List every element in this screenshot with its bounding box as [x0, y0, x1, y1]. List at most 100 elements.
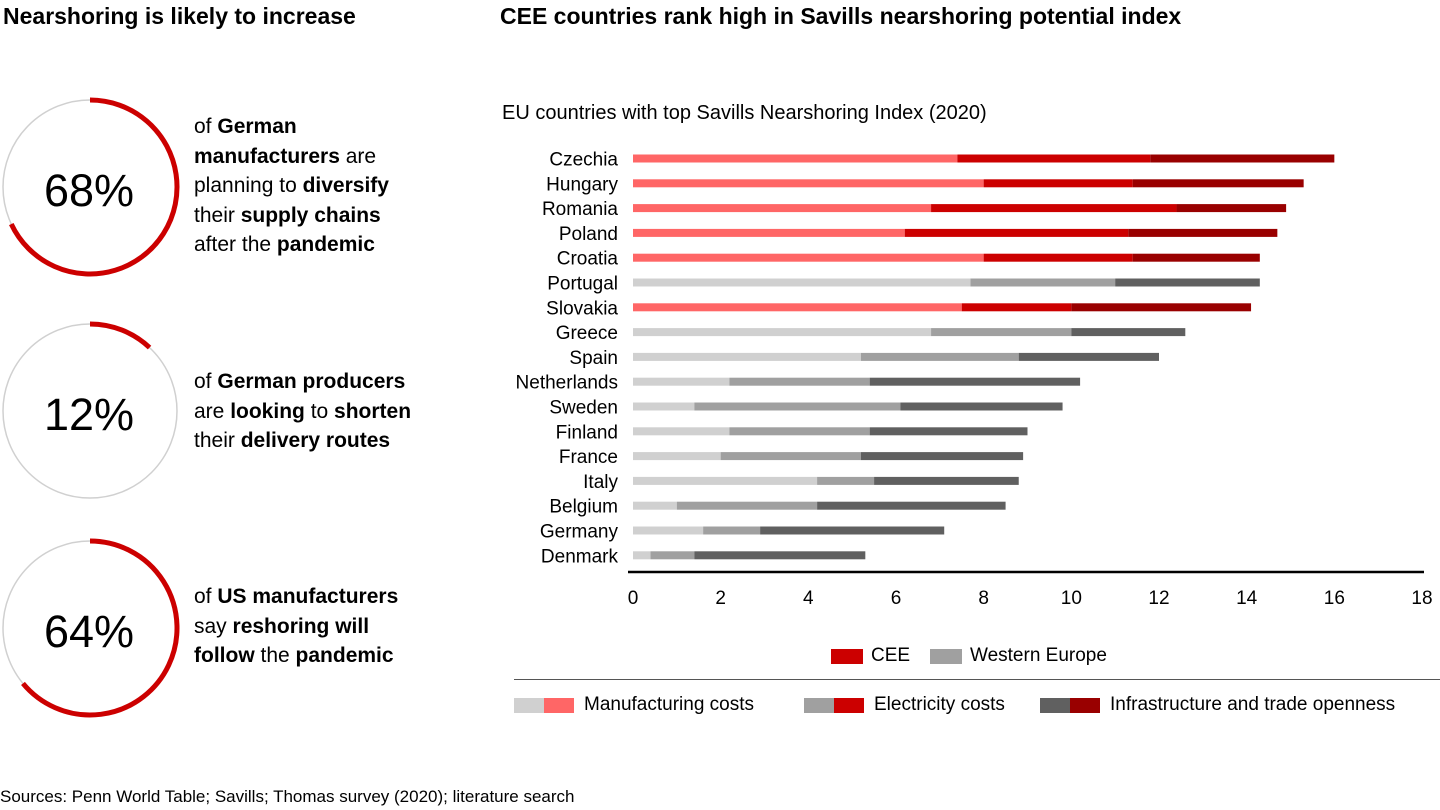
- category-label: Croatia: [557, 249, 619, 270]
- bar-segment: [869, 377, 1081, 386]
- bar-segment: [633, 501, 677, 510]
- legend-divider: [514, 679, 1440, 680]
- legend-swatch-cee: [834, 697, 864, 713]
- bar-segment: [1018, 352, 1159, 361]
- stacked-bar-chart: Czechia Hungary Romania Poland Croatia Portug…: [516, 150, 1433, 610]
- bar-segment: [729, 427, 870, 436]
- bar-segment: [633, 452, 721, 461]
- bar-segment: [633, 303, 962, 312]
- x-tick-label: 14: [1236, 588, 1258, 609]
- legend-item-western-europe: Western Europe: [930, 645, 1107, 667]
- category-label: Czechia: [549, 150, 618, 171]
- bar-segment: [633, 526, 704, 535]
- bar-segment: [817, 476, 875, 485]
- bar-segment: [983, 253, 1133, 262]
- x-tick-label: 2: [715, 588, 726, 609]
- legend-item-infrastructure: Infrastructure and trade openness: [1040, 694, 1395, 716]
- bar-segment: [1128, 228, 1278, 237]
- left-panel-title: Nearshoring is likely to increase: [3, 3, 356, 29]
- category-label: Denmark: [541, 546, 619, 567]
- category-label: Belgium: [549, 497, 618, 518]
- legend-item-manufacturing: Manufacturing costs: [514, 694, 754, 716]
- bar-segment: [1176, 204, 1287, 213]
- stat-value: 64%: [43, 606, 135, 657]
- donut-12: [2, 321, 178, 499]
- bar-segment: [931, 328, 1072, 337]
- category-label: France: [559, 447, 618, 468]
- bar-segment: [633, 328, 932, 337]
- bar-segment: [869, 427, 1028, 436]
- category-label: Poland: [559, 224, 618, 245]
- legend-item-electricity: Electricity costs: [804, 694, 1005, 716]
- bar-segment: [983, 179, 1133, 188]
- stat-description: of German producers are looking to short…: [194, 370, 412, 452]
- bar-segment: [1071, 303, 1252, 312]
- stat-german-manufacturers: 68% of German manufacturers are planning…: [0, 97, 480, 277]
- bar-segment: [957, 154, 1151, 163]
- bar-segment: [860, 452, 1024, 461]
- stat-description: of US manufacturers say reshoring will f…: [194, 585, 399, 667]
- legend-label: Western Europe: [970, 645, 1107, 666]
- bar-segment: [633, 179, 984, 188]
- bar-segment: [860, 352, 1019, 361]
- category-label: Hungary: [546, 174, 618, 195]
- bar-segment: [1150, 154, 1335, 163]
- legend-item-cee: CEE: [831, 645, 910, 667]
- bar-segment: [1115, 278, 1260, 287]
- bar-segment: [1071, 328, 1186, 337]
- bar-segment: [633, 377, 730, 386]
- bar-segment: [633, 228, 905, 237]
- bar-segment: [904, 228, 1129, 237]
- bar-segment: [720, 452, 861, 461]
- bar-segment: [874, 476, 1019, 485]
- stat-value: 68%: [43, 165, 135, 216]
- x-tick-label: 12: [1148, 588, 1169, 609]
- x-tick-label: 16: [1324, 588, 1345, 609]
- legend-label: Infrastructure and trade openness: [1110, 694, 1396, 715]
- bar-segment: [633, 204, 932, 213]
- bar-segment: [633, 476, 818, 485]
- bar-segment: [760, 526, 945, 535]
- bar-segment: [1132, 253, 1260, 262]
- category-label: Portugal: [547, 274, 618, 295]
- legend-label: Electricity costs: [874, 694, 1005, 715]
- bar-segment: [633, 278, 971, 287]
- donut-arc: [21, 538, 180, 718]
- legend-swatch-cee: [831, 648, 863, 664]
- right-panel-title: CEE countries rank high in Savills nears…: [500, 3, 1182, 29]
- bar-segment: [633, 154, 958, 163]
- x-tick-label: 4: [803, 588, 814, 609]
- legend-swatch-we: [804, 697, 834, 713]
- category-label: Spain: [569, 348, 618, 369]
- category-label: Finland: [556, 422, 618, 443]
- category-label: Sweden: [549, 398, 618, 419]
- legend-swatch-we: [514, 697, 544, 713]
- category-label: Romania: [542, 199, 618, 220]
- bar-segment: [694, 551, 866, 560]
- bar-segment: [633, 402, 695, 411]
- legend-swatch-cee: [544, 697, 574, 713]
- legend-swatch-we: [930, 648, 962, 664]
- category-label: Netherlands: [516, 373, 618, 394]
- bar-segment: [961, 303, 1072, 312]
- x-tick-label: 8: [978, 588, 989, 609]
- donut-arc: [89, 321, 152, 350]
- legend-label: CEE: [871, 645, 911, 666]
- bar-segment: [931, 204, 1177, 213]
- bar-segment: [633, 253, 984, 262]
- category-label: Greece: [556, 323, 618, 344]
- bar-segment: [900, 402, 1063, 411]
- category-label: Slovakia: [546, 298, 618, 319]
- x-tick-label: 0: [628, 588, 639, 609]
- x-tick-label: 18: [1411, 588, 1432, 609]
- stat-value: 12%: [43, 389, 135, 440]
- legend-swatch-we: [1040, 697, 1070, 713]
- bar-segment: [694, 402, 901, 411]
- category-label: Italy: [583, 472, 618, 493]
- bar-segment: [676, 501, 818, 510]
- stat-german-producers: 12% of German producers are looking to s…: [0, 321, 480, 501]
- stat-description: of German manufacturers are planning to …: [194, 115, 389, 256]
- source-note: Sources: Penn World Table; Savills; Thom…: [0, 787, 575, 806]
- bar-segment: [970, 278, 1116, 287]
- stat-us-manufacturers: 64% of US manufacturers say reshoring wi…: [0, 538, 480, 718]
